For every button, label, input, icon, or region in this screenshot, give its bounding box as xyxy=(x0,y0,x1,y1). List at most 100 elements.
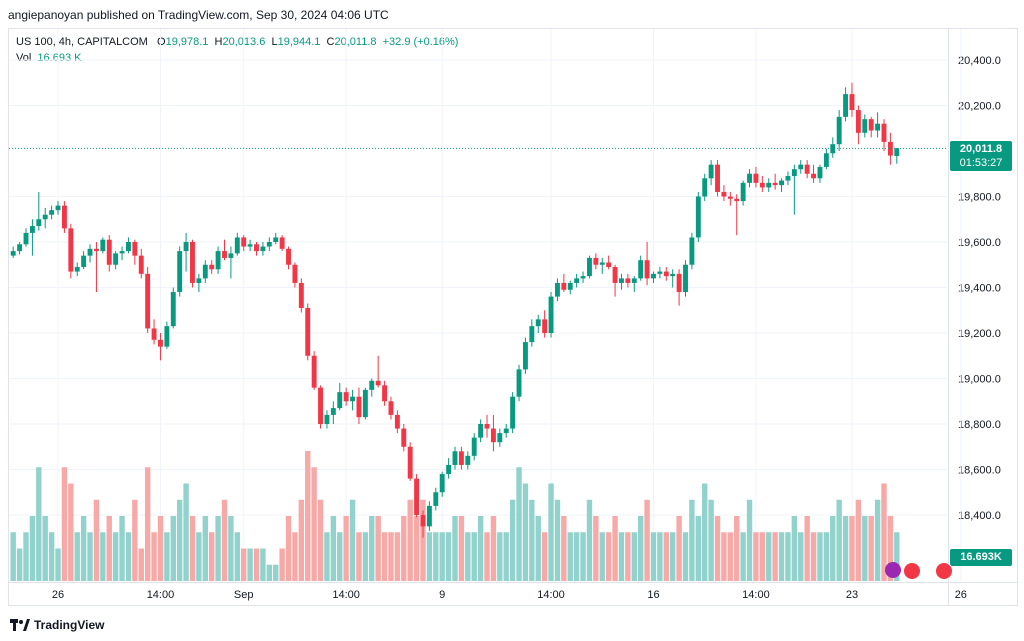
volume-bar xyxy=(317,499,324,581)
symbol-label[interactable]: US 100, 4h, CAPITALCOM xyxy=(16,36,148,48)
candle-body xyxy=(631,278,637,283)
volume-bar xyxy=(471,532,477,581)
volume-bar xyxy=(753,532,759,581)
volume-bar xyxy=(100,532,106,581)
volume-bar xyxy=(356,532,362,581)
candle-body xyxy=(190,242,195,283)
candle-body xyxy=(727,196,733,199)
volume-bar xyxy=(714,516,721,581)
volume-bar xyxy=(484,532,490,581)
candle-body xyxy=(791,169,797,177)
candle-body xyxy=(702,178,708,197)
volume-bar xyxy=(16,548,23,581)
volume-bar xyxy=(311,467,317,581)
volume-value: 16.693 K xyxy=(37,52,82,64)
candle-body xyxy=(401,428,407,447)
publisher-line: angiepanoyan published on TradingView.co… xyxy=(8,8,389,22)
volume-bar xyxy=(605,532,612,581)
candle-body xyxy=(606,262,612,268)
volume-bar xyxy=(849,516,855,581)
candle-body xyxy=(574,278,580,283)
volume-bar xyxy=(285,516,292,581)
x-tick-label: 16 xyxy=(647,589,659,601)
candle-body xyxy=(350,396,356,402)
candle-body xyxy=(881,123,887,142)
candle-body xyxy=(81,255,87,268)
volume-bar xyxy=(868,516,874,581)
candle-body xyxy=(721,191,727,197)
open-value: 19,978.1 xyxy=(165,36,209,48)
volume-bar xyxy=(330,516,337,581)
candle-body xyxy=(305,307,311,356)
us-flag-event-icon[interactable] xyxy=(935,562,953,580)
low-value: 19,944.1 xyxy=(277,36,321,48)
candle-body xyxy=(132,242,138,256)
candle-body xyxy=(529,326,535,343)
volume-bar xyxy=(10,532,16,581)
volume-bar xyxy=(266,564,273,581)
candle-body xyxy=(779,180,784,186)
volume-bar xyxy=(74,532,80,581)
volume-bar xyxy=(785,532,791,581)
candle-body xyxy=(196,278,202,283)
volume-bar xyxy=(413,516,420,581)
candle-body xyxy=(273,237,279,242)
candle-body xyxy=(74,267,80,272)
y-tick-label: 20,400.0 xyxy=(958,55,1001,67)
y-tick-label: 19,400.0 xyxy=(958,283,1001,295)
candle-body xyxy=(266,242,272,247)
volume-bar xyxy=(721,532,727,581)
volume-bar xyxy=(657,532,663,581)
candle-body xyxy=(119,251,125,254)
candle-body xyxy=(516,369,522,397)
volume-bar xyxy=(778,532,785,581)
x-tick-label: 14:00 xyxy=(742,589,770,601)
candle-body xyxy=(183,242,189,252)
volume-bar xyxy=(215,516,221,581)
volume-bar xyxy=(202,516,208,581)
volume-bar xyxy=(881,483,887,581)
volume-bar xyxy=(80,516,87,581)
candle-body xyxy=(407,446,413,479)
volume-bar xyxy=(580,532,586,581)
volume-bar xyxy=(189,516,196,581)
us-flag-event-icon[interactable] xyxy=(903,562,921,580)
candle-body xyxy=(875,123,881,131)
y-tick-label: 19,000.0 xyxy=(958,374,1001,386)
volume-bar xyxy=(740,532,746,581)
volume-bar xyxy=(273,564,279,581)
candle-body xyxy=(567,282,573,290)
volume-bar xyxy=(298,499,305,581)
volume-bar xyxy=(541,532,548,581)
volume-label[interactable]: Vol xyxy=(16,52,32,64)
candle-body xyxy=(683,264,688,293)
volume-bar xyxy=(842,516,849,581)
volume-bar xyxy=(260,548,266,581)
volume-bar xyxy=(433,532,439,581)
volume-bar xyxy=(625,532,631,581)
volume-bar xyxy=(401,516,407,581)
volume-bar xyxy=(407,499,413,581)
candle-body xyxy=(382,385,388,402)
y-tick-label: 18,800.0 xyxy=(958,419,1001,431)
candle-body xyxy=(68,228,74,272)
y-tick-label: 19,200.0 xyxy=(958,328,1001,340)
brand-name[interactable]: TradingView xyxy=(34,618,105,632)
volume-bar xyxy=(516,467,522,581)
volume-bar xyxy=(599,532,605,581)
volume-bar xyxy=(702,483,708,581)
volume-bar xyxy=(144,467,151,581)
volume-bar xyxy=(420,499,426,581)
candle-body xyxy=(804,164,810,174)
candle-body xyxy=(222,251,227,258)
earnings-event-icon[interactable] xyxy=(885,562,901,578)
candle-body xyxy=(836,116,842,145)
volume-bar xyxy=(369,516,375,581)
volume-bar xyxy=(362,532,369,581)
candle-body xyxy=(823,153,829,167)
volume-bar xyxy=(279,548,285,581)
candle-body xyxy=(369,380,375,390)
volume-bar xyxy=(836,499,842,581)
candle-body xyxy=(87,248,93,256)
